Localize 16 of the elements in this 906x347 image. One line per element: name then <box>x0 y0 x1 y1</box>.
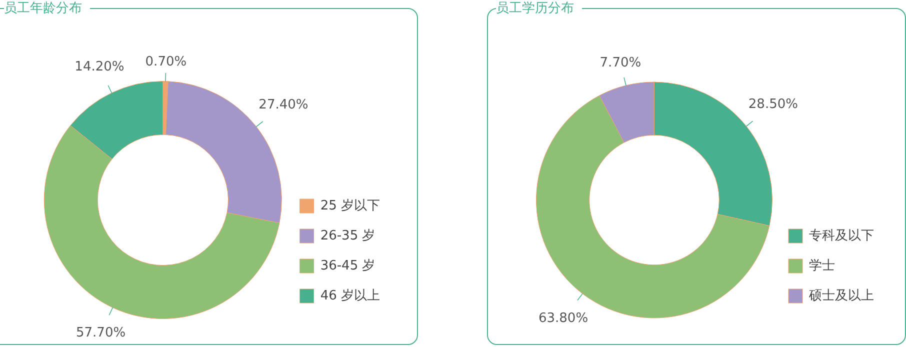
data-label: 27.40% <box>258 98 308 113</box>
legend-label: 硕士及以上 <box>808 288 874 304</box>
legend-label: 46 岁以上 <box>320 288 380 304</box>
data-label: 0.70% <box>145 54 187 70</box>
data-label: 28.50% <box>748 97 798 112</box>
legend-label: 36-45 岁 <box>320 258 376 274</box>
legend-label: 学士 <box>809 258 835 274</box>
legend-label: 26-35 岁 <box>320 228 376 244</box>
chart-title: 员工年龄分布 <box>4 0 90 17</box>
legend-label: 25 岁以下 <box>320 198 380 214</box>
legend-label: 专科及以下 <box>809 228 874 244</box>
data-label: 57.70% <box>76 325 126 340</box>
data-label: 7.70% <box>600 55 642 70</box>
data-label: 63.80% <box>538 311 588 326</box>
chart-title: 员工学历分布 <box>496 0 582 17</box>
data-label: 14.20% <box>74 60 124 75</box>
